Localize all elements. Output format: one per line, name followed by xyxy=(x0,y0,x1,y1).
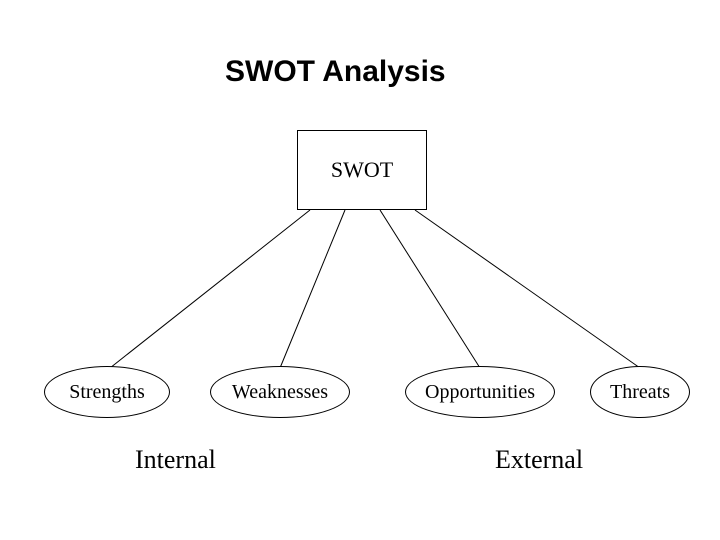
ellipse-threats: Threats xyxy=(590,366,690,418)
ellipse-strengths: Strengths xyxy=(44,366,170,418)
group-label-external: External xyxy=(495,445,583,475)
ellipse-label: Opportunities xyxy=(425,381,535,404)
root-node: SWOT xyxy=(297,130,427,210)
ellipse-weaknesses: Weaknesses xyxy=(210,366,350,418)
ellipse-opportunities: Opportunities xyxy=(405,366,555,418)
connector-line xyxy=(415,210,640,368)
connector-line xyxy=(280,210,345,368)
connector-line xyxy=(110,210,310,368)
ellipse-label: Threats xyxy=(610,381,670,404)
connector-line xyxy=(380,210,480,368)
root-node-label: SWOT xyxy=(331,157,393,183)
group-label-internal: Internal xyxy=(135,445,216,475)
diagram-title: SWOT Analysis xyxy=(225,55,446,89)
ellipse-label: Weaknesses xyxy=(232,381,328,404)
ellipse-label: Strengths xyxy=(69,381,145,404)
